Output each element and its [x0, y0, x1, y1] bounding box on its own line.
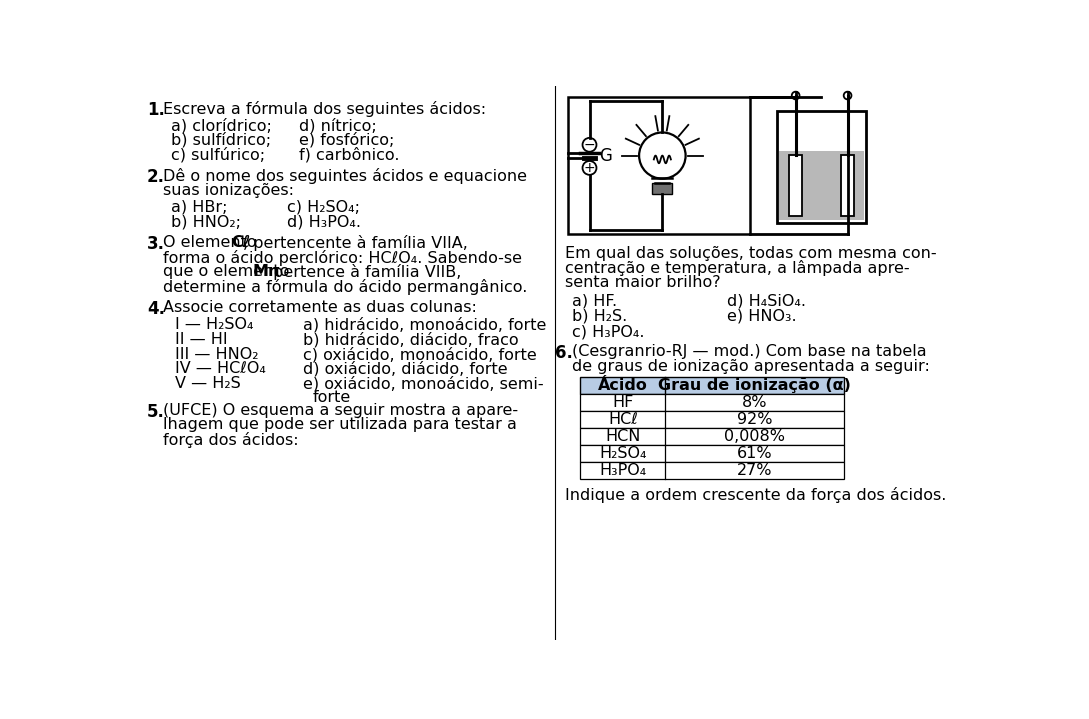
Text: I — H₂SO₄: I — H₂SO₄ — [175, 317, 254, 332]
Text: H₃PO₄: H₃PO₄ — [599, 463, 647, 478]
Text: Dê o nome dos seguintes ácidos e equacione: Dê o nome dos seguintes ácidos e equacio… — [163, 168, 527, 184]
Bar — [580, 411, 844, 428]
Text: b) hidrácido, diácido, fraco: b) hidrácido, diácido, fraco — [303, 332, 518, 347]
Text: de graus de ionização apresentada a seguir:: de graus de ionização apresentada a segu… — [573, 359, 930, 374]
Text: c) sulfúrico;: c) sulfúrico; — [171, 147, 265, 162]
Text: 1.: 1. — [147, 101, 164, 119]
Text: suas ionizações:: suas ionizações: — [163, 183, 294, 198]
Text: V — H₂S: V — H₂S — [175, 376, 241, 391]
Bar — [652, 183, 672, 194]
Bar — [778, 111, 866, 223]
Text: e) HNO₃.: e) HNO₃. — [727, 308, 797, 324]
Text: 5.: 5. — [147, 403, 164, 421]
Text: Indique a ordem crescente da força dos ácidos.: Indique a ordem crescente da força dos á… — [565, 487, 946, 503]
Bar — [580, 445, 844, 462]
Text: pertence à família VIIB,: pertence à família VIIB, — [268, 264, 462, 280]
Text: 27%: 27% — [737, 463, 772, 478]
Text: HF: HF — [612, 395, 634, 411]
Text: III — HNO₂: III — HNO₂ — [175, 347, 258, 362]
Text: 0,008%: 0,008% — [724, 429, 785, 444]
Bar — [580, 394, 844, 411]
Text: determine a fórmula do ácido permangânico.: determine a fórmula do ácido permangânic… — [163, 279, 528, 295]
Text: Associe corretamente as duas colunas:: Associe corretamente as duas colunas: — [163, 301, 477, 316]
Text: −: − — [584, 138, 596, 152]
Text: c) H₂SO₄;: c) H₂SO₄; — [287, 199, 360, 214]
Bar — [580, 428, 844, 445]
Text: 61%: 61% — [737, 446, 772, 461]
Text: +: + — [584, 161, 596, 175]
Text: a) HF.: a) HF. — [573, 293, 617, 308]
Text: II — HI: II — HI — [175, 332, 228, 347]
Text: d) H₃PO₄.: d) H₃PO₄. — [287, 214, 362, 229]
Text: forte: forte — [313, 390, 351, 406]
Text: (Cesgranrio-RJ — mod.) Com base na tabela: (Cesgranrio-RJ — mod.) Com base na tabel… — [573, 344, 927, 360]
Text: a) HBr;: a) HBr; — [171, 199, 228, 214]
Text: b) sulfídrico;: b) sulfídrico; — [171, 132, 271, 148]
Text: Grau de ionização (α): Grau de ionização (α) — [658, 378, 851, 393]
Bar — [790, 155, 802, 216]
Text: d) nítrico;: d) nítrico; — [298, 118, 377, 133]
Text: senta maior brilho?: senta maior brilho? — [565, 275, 720, 290]
Bar — [842, 155, 854, 216]
Text: f) carbônico.: f) carbônico. — [298, 147, 400, 162]
Circle shape — [792, 91, 799, 99]
Text: Em qual das soluções, todas com mesma con-: Em qual das soluções, todas com mesma co… — [565, 246, 937, 261]
Circle shape — [639, 132, 686, 179]
Text: 92%: 92% — [737, 412, 772, 427]
Text: força dos ácidos:: força dos ácidos: — [163, 432, 298, 448]
Text: que o elemento: que o elemento — [163, 264, 295, 279]
Text: c) oxiácido, monoácido, forte: c) oxiácido, monoácido, forte — [303, 347, 537, 362]
Text: 4.: 4. — [147, 301, 164, 319]
Text: H₂SO₄: H₂SO₄ — [599, 446, 647, 461]
Text: , pertencente à família VIIA,: , pertencente à família VIIA, — [243, 235, 468, 251]
Text: a) clorídrico;: a) clorídrico; — [171, 118, 272, 133]
Text: G: G — [600, 147, 612, 165]
Bar — [780, 151, 864, 220]
Text: Mn: Mn — [253, 264, 280, 279]
Text: 2.: 2. — [147, 168, 164, 186]
Bar — [580, 462, 844, 479]
Text: Ácido: Ácido — [598, 378, 648, 393]
Text: Cℓ: Cℓ — [232, 235, 250, 250]
Text: b) H₂S.: b) H₂S. — [573, 308, 627, 324]
Text: e) oxiácido, monoácido, semi-: e) oxiácido, monoácido, semi- — [303, 376, 543, 391]
Text: d) H₄SiO₄.: d) H₄SiO₄. — [727, 293, 807, 308]
Text: (UFCE) O esquema a seguir mostra a apare-: (UFCE) O esquema a seguir mostra a apare… — [163, 403, 518, 418]
Text: 8%: 8% — [742, 395, 768, 411]
Text: O elemento: O elemento — [163, 235, 262, 250]
Text: a) hidrácido, monoácido, forte: a) hidrácido, monoácido, forte — [303, 317, 546, 333]
Text: Escreva a fórmula dos seguintes ácidos:: Escreva a fórmula dos seguintes ácidos: — [163, 101, 487, 117]
Text: forma o ácido perclórico: HCℓO₄. Sabendo-se: forma o ácido perclórico: HCℓO₄. Sabendo… — [163, 249, 523, 265]
Text: lhagem que pode ser utilizada para testar a: lhagem que pode ser utilizada para testa… — [163, 418, 517, 432]
Bar — [580, 377, 844, 394]
Text: d) oxiácido, diácido, forte: d) oxiácido, diácido, forte — [303, 361, 507, 377]
Text: centração e temperatura, a lâmpada apre-: centração e temperatura, a lâmpada apre- — [565, 260, 909, 276]
Text: c) H₃PO₄.: c) H₃PO₄. — [573, 324, 645, 339]
Circle shape — [844, 91, 852, 99]
Text: IV — HCℓO₄: IV — HCℓO₄ — [175, 361, 266, 376]
Text: b) HNO₂;: b) HNO₂; — [171, 214, 241, 229]
Text: 6.: 6. — [555, 344, 573, 362]
Text: HCN: HCN — [605, 429, 640, 444]
Bar — [567, 97, 750, 234]
Text: e) fosfórico;: e) fosfórico; — [298, 132, 394, 148]
Text: HCℓ: HCℓ — [608, 412, 638, 427]
Text: 3.: 3. — [147, 235, 164, 253]
